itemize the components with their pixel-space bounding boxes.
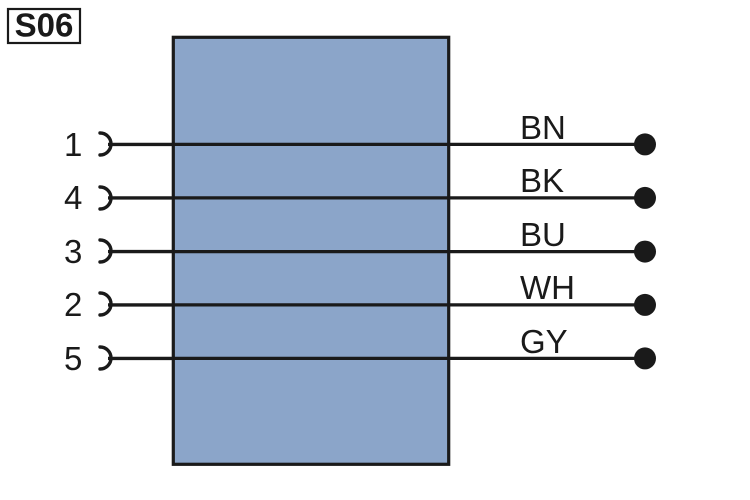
svg-text:4: 4	[64, 179, 82, 216]
svg-text:BU: BU	[520, 216, 566, 253]
svg-text:1: 1	[64, 126, 82, 163]
svg-text:2: 2	[64, 286, 82, 323]
svg-text:WH: WH	[520, 269, 575, 306]
svg-text:BK: BK	[520, 162, 564, 199]
svg-text:S06: S06	[15, 7, 74, 44]
svg-text:5: 5	[64, 340, 82, 377]
svg-text:3: 3	[64, 233, 82, 270]
svg-text:BN: BN	[520, 109, 566, 146]
svg-text:GY: GY	[520, 323, 568, 360]
